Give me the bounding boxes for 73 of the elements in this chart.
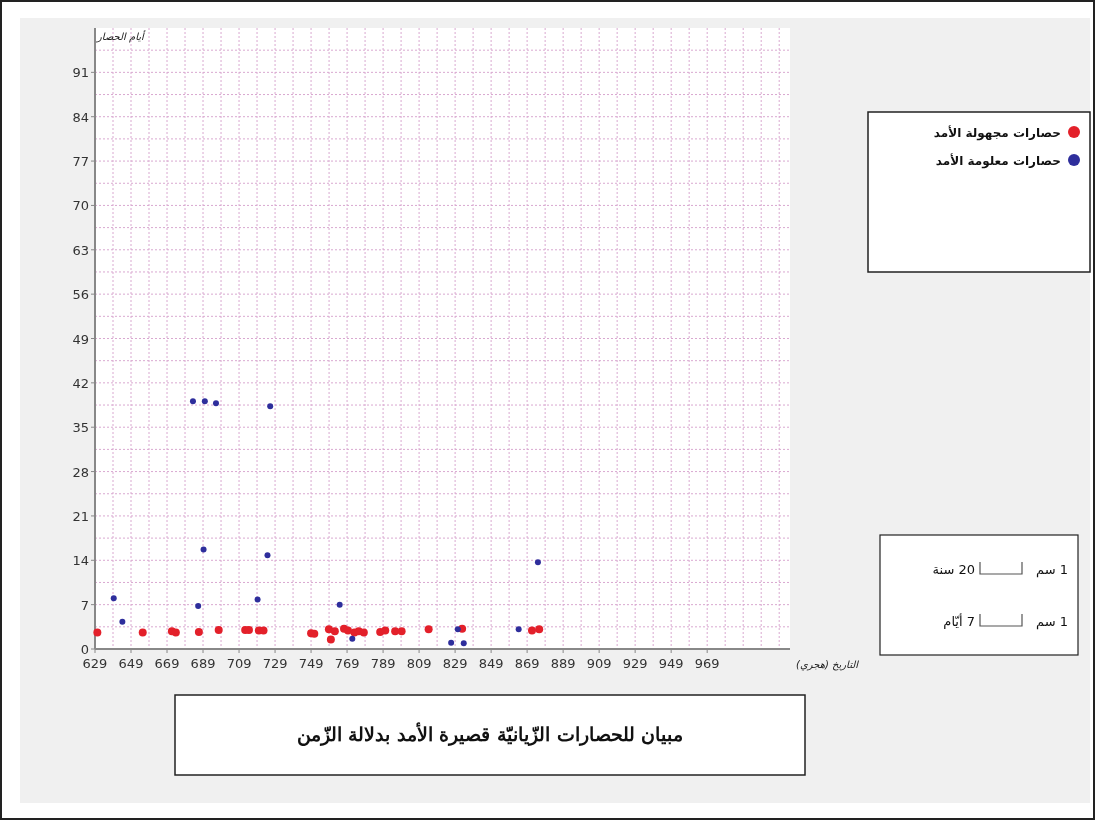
x-tick-label: 969 bbox=[694, 656, 720, 671]
x-tick-label: 869 bbox=[514, 656, 540, 671]
text: 1 سم bbox=[1036, 614, 1068, 630]
point bbox=[381, 626, 390, 635]
y-tick-label: 70 bbox=[72, 198, 89, 214]
point bbox=[93, 628, 102, 637]
text: 1 سم bbox=[1036, 562, 1068, 578]
point bbox=[214, 625, 223, 634]
x-tick-label: 669 bbox=[154, 656, 180, 671]
point bbox=[391, 627, 400, 636]
point bbox=[326, 635, 335, 644]
point bbox=[527, 626, 536, 635]
point bbox=[267, 403, 274, 410]
point bbox=[254, 596, 261, 603]
point bbox=[397, 627, 406, 636]
point bbox=[336, 601, 343, 608]
point bbox=[171, 628, 180, 637]
point bbox=[515, 626, 522, 633]
x-axis-title: التاريخ (هجري) bbox=[795, 659, 860, 671]
y-tick-label: 56 bbox=[72, 287, 89, 303]
x-tick-label: 909 bbox=[586, 656, 612, 671]
x-tick-label: 649 bbox=[118, 656, 144, 671]
point bbox=[454, 626, 461, 633]
point bbox=[534, 559, 541, 566]
point bbox=[460, 640, 467, 647]
point bbox=[448, 639, 455, 646]
point bbox=[110, 595, 117, 602]
point bbox=[194, 627, 203, 636]
point bbox=[535, 625, 544, 634]
point bbox=[201, 398, 208, 405]
y-tick-label: 49 bbox=[72, 331, 89, 347]
point bbox=[119, 618, 126, 625]
point bbox=[424, 625, 433, 634]
point bbox=[349, 635, 356, 642]
x-tick-label: 949 bbox=[658, 656, 684, 671]
point bbox=[359, 628, 368, 637]
y-tick-label: 84 bbox=[72, 109, 89, 125]
y-axis-title: أيام الحصار bbox=[95, 30, 147, 43]
y-tick-label: 0 bbox=[80, 642, 89, 657]
point bbox=[330, 627, 339, 636]
point bbox=[189, 398, 196, 405]
x-tick-label: 729 bbox=[262, 656, 288, 671]
point bbox=[138, 628, 147, 637]
x-tick-label: 789 bbox=[370, 656, 396, 671]
x-tick-label: 889 bbox=[550, 656, 576, 671]
x-tick-label: 929 bbox=[622, 656, 648, 671]
y-tick-label: 35 bbox=[72, 420, 89, 436]
x-tick-label: 849 bbox=[478, 656, 504, 671]
y-tick-label: 7 bbox=[80, 597, 89, 613]
point bbox=[200, 546, 207, 553]
y-tick-label: 77 bbox=[72, 154, 89, 170]
x-tick-label: 769 bbox=[334, 656, 360, 671]
x-tick-label: 709 bbox=[226, 656, 252, 671]
legend-label: حصارات معلومة الأمد bbox=[935, 153, 1061, 169]
x-tick-label: 629 bbox=[82, 656, 108, 671]
point bbox=[343, 626, 352, 635]
x-tick-label: 829 bbox=[442, 656, 468, 671]
y-tick-label: 21 bbox=[72, 508, 89, 524]
text: 7 أيّام bbox=[943, 613, 975, 629]
y-tick-label: 14 bbox=[72, 553, 89, 569]
x-tick-label: 749 bbox=[298, 656, 324, 671]
x-tick-label: 689 bbox=[190, 656, 216, 671]
point bbox=[264, 552, 271, 559]
legend-label: حصارات مجهولة الأمد bbox=[933, 125, 1061, 141]
x-tick-label: 809 bbox=[406, 656, 432, 671]
y-tick-label: 63 bbox=[72, 242, 89, 258]
y-tick-label: 42 bbox=[72, 375, 89, 391]
text: مبيان للحصارات الزّيانيّة قصيرة الأمد بدلالة الزّمن bbox=[296, 722, 684, 746]
point bbox=[213, 400, 219, 407]
y-tick-label: 28 bbox=[72, 464, 89, 480]
text: 20 سنة bbox=[932, 562, 975, 577]
y-tick-label: 91 bbox=[72, 65, 89, 81]
point bbox=[195, 602, 202, 609]
